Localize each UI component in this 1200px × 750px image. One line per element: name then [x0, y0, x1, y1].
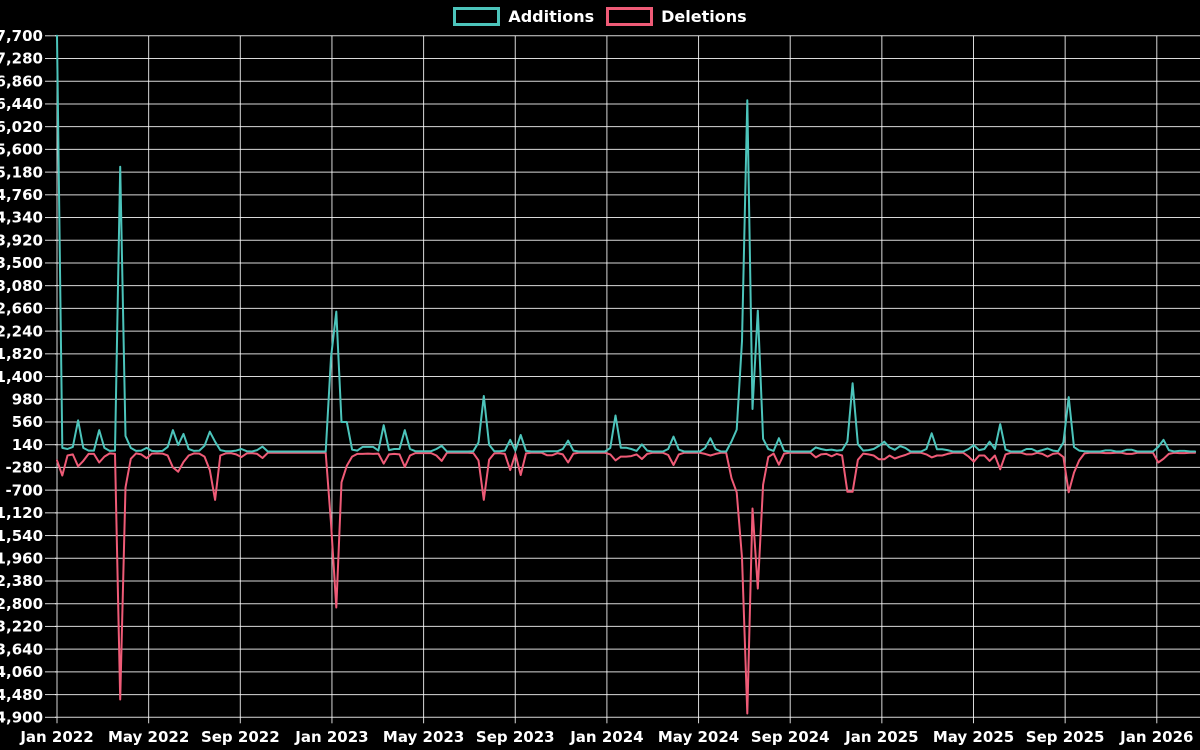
additions-legend-label: Additions — [508, 6, 595, 26]
x-tick-label: Jan 2025 — [844, 728, 918, 746]
y-tick-label: -280 — [5, 459, 43, 477]
legend: Additions Deletions — [0, 7, 1200, 26]
y-tick-label: 2,240 — [0, 322, 43, 340]
deletions-line — [56, 451, 1197, 715]
y-tick-label: 6,440 — [0, 95, 43, 113]
legend-item-additions[interactable]: Additions — [453, 7, 594, 26]
y-tick-label: -4,060 — [0, 663, 43, 681]
y-tick-label: 3,920 — [0, 231, 43, 249]
y-tick-label: -1,120 — [0, 504, 43, 522]
deletions-swatch-icon — [606, 7, 654, 26]
x-tick-label: May 2024 — [658, 728, 739, 746]
y-tick-label: 6,860 — [0, 72, 43, 90]
x-tick-label: Jan 2026 — [1119, 728, 1193, 746]
legend-item-deletions[interactable]: Deletions — [606, 7, 747, 26]
y-tick-label: 4,760 — [0, 186, 43, 204]
y-tick-label: 6,020 — [0, 118, 43, 136]
x-tick-label: Jan 2023 — [294, 728, 368, 746]
y-tick-label: 980 — [12, 390, 43, 408]
y-tick-label: -1,960 — [0, 549, 43, 567]
additions-swatch-icon — [453, 7, 501, 26]
x-tick-label: May 2025 — [933, 728, 1014, 746]
y-tick-label: -2,800 — [0, 595, 43, 613]
y-tick-label: 1,400 — [0, 368, 43, 386]
y-tick-label: 560 — [12, 413, 43, 431]
y-tick-label: -2,380 — [0, 572, 43, 590]
y-tick-label: 5,180 — [0, 163, 43, 181]
x-tick-label: Sep 2022 — [201, 728, 280, 746]
x-tick-label: Sep 2023 — [476, 728, 555, 746]
y-tick-label: -3,640 — [0, 640, 43, 658]
x-tick-label: May 2022 — [108, 728, 189, 746]
y-tick-label: -3,220 — [0, 618, 43, 636]
y-tick-label: 140 — [12, 436, 43, 454]
y-tick-label: 7,280 — [0, 50, 43, 68]
additions-line — [56, 34, 1197, 453]
y-tick-label: -1,540 — [0, 527, 43, 545]
y-tick-label: -4,900 — [0, 709, 43, 727]
deletions-legend-label: Deletions — [661, 6, 747, 26]
y-tick-label: 1,820 — [0, 345, 43, 363]
y-tick-label: 5,600 — [0, 141, 43, 159]
x-tick-label: May 2023 — [383, 728, 464, 746]
y-tick-label: -4,480 — [0, 686, 43, 704]
y-tick-label: 3,080 — [0, 277, 43, 295]
y-tick-label: -700 — [5, 481, 43, 499]
y-tick-label: 4,340 — [0, 209, 43, 227]
y-tick-label: 2,660 — [0, 300, 43, 318]
x-tick-label: Sep 2024 — [751, 728, 830, 746]
x-tick-label: Jan 2024 — [569, 728, 643, 746]
y-tick-label: 7,700 — [0, 27, 43, 45]
x-tick-label: Jan 2022 — [19, 728, 93, 746]
y-tick-label: 3,500 — [0, 254, 43, 272]
x-tick-label: Sep 2025 — [1026, 728, 1105, 746]
